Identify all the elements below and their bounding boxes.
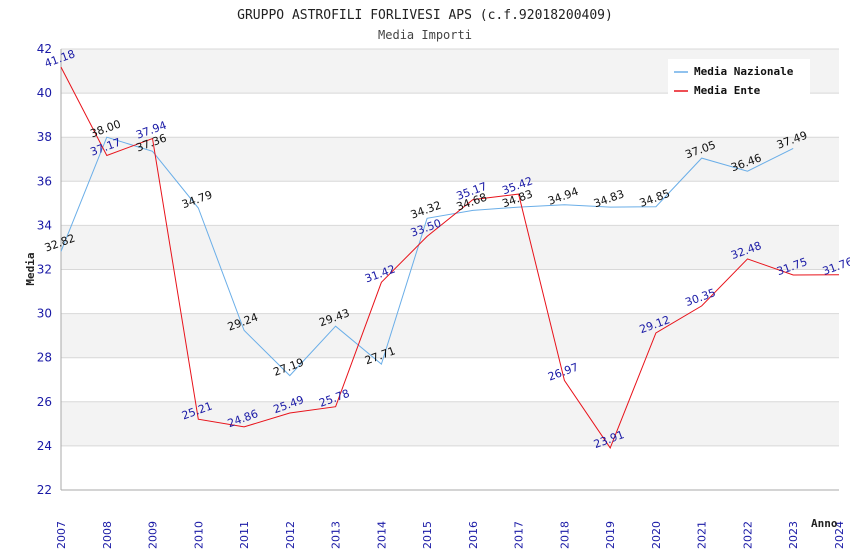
y-tick-label: 32 [37,263,52,277]
series-line-media-ente [60,66,840,449]
x-tick-label: 2021 [696,521,709,549]
x-tick-label: 2022 [741,521,754,549]
background-band [61,181,839,226]
background-band [61,269,839,314]
background-band [61,313,839,358]
x-tick-label: 2023 [787,521,800,549]
x-tick-label: 2017 [513,521,526,549]
y-tick-label: 22 [37,483,52,497]
y-axis-title: Media [24,252,37,285]
x-tick-label: 2009 [147,521,160,549]
x-tick-label: 2012 [284,521,297,549]
y-tick-label: 40 [37,86,52,100]
background-band [61,137,839,182]
y-tick-label: 30 [37,307,52,321]
y-tick-label: 42 [37,42,52,56]
x-tick-label: 2014 [375,521,388,549]
legend: Media Nazionale Media Ente [668,59,810,101]
chart-title: GRUPPO ASTROFILI FORLIVESI APS (c.f.9201… [237,8,613,23]
background-band [61,445,839,490]
y-tick-label: 24 [37,439,52,453]
y-tick-label: 36 [37,174,52,188]
chart-subtitle: Media Importi [378,28,472,42]
background-band [61,225,839,270]
x-tick-label: 2013 [330,521,343,549]
x-tick-label: 2010 [192,521,205,549]
y-tick-label: 38 [37,130,52,144]
y-tick-labels: 22 24 26 28 30 32 34 36 38 40 42 [37,42,52,497]
x-axis-title: Anno [811,517,838,530]
x-tick-label: 2019 [604,521,617,549]
y-tick-label: 26 [37,395,52,409]
legend-label-media-ente: Media Ente [694,84,761,97]
x-tick-label: 2016 [467,521,480,549]
plot-background-bands [61,49,839,490]
x-tick-label: 2007 [55,521,68,549]
legend-box [668,59,810,101]
x-tick-label: 2020 [650,521,663,549]
x-tick-label: 2008 [101,521,114,549]
series-lines [60,66,840,449]
x-tick-label: 2024 [833,521,846,549]
x-tick-label: 2011 [238,521,251,549]
y-tick-label: 34 [37,218,52,232]
background-band [61,401,839,446]
series-line-media-nazionale [60,136,794,377]
y-tick-label: 28 [37,351,52,365]
background-band [61,357,839,402]
x-tick-labels: 2007 2008 2009 2010 2011 2012 2013 2014 2015 2016… [55,521,846,549]
legend-label-media-nazionale: Media Nazionale [694,65,794,78]
x-tick-label: 2018 [558,521,571,549]
x-tick-label: 2015 [421,521,434,549]
